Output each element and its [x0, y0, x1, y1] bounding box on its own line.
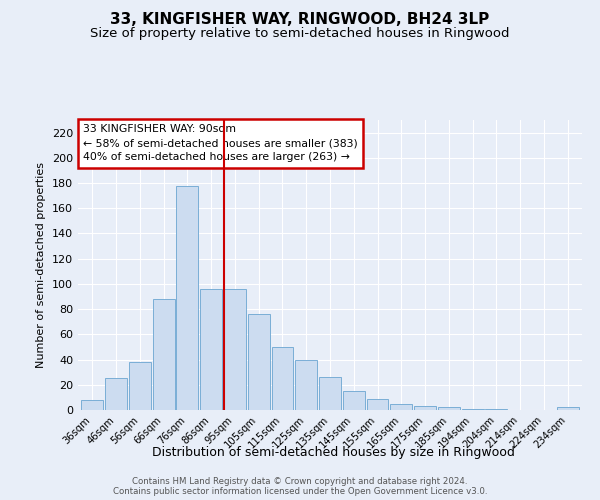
Bar	[105, 378, 127, 410]
Text: Contains public sector information licensed under the Open Government Licence v3: Contains public sector information licen…	[113, 486, 487, 496]
Bar	[343, 391, 365, 410]
Bar	[82, 400, 103, 410]
Text: 33, KINGFISHER WAY, RINGWOOD, BH24 3LP: 33, KINGFISHER WAY, RINGWOOD, BH24 3LP	[110, 12, 490, 28]
Text: Contains HM Land Registry data © Crown copyright and database right 2024.: Contains HM Land Registry data © Crown c…	[132, 476, 468, 486]
Bar	[391, 404, 412, 410]
Bar	[248, 314, 269, 410]
Bar	[224, 289, 246, 410]
Bar	[152, 299, 175, 410]
Bar	[176, 186, 198, 410]
Bar	[367, 398, 388, 410]
Text: Size of property relative to semi-detached houses in Ringwood: Size of property relative to semi-detach…	[90, 28, 510, 40]
Bar	[295, 360, 317, 410]
Text: Distribution of semi-detached houses by size in Ringwood: Distribution of semi-detached houses by …	[152, 446, 514, 459]
Bar	[200, 289, 222, 410]
Bar	[272, 347, 293, 410]
Text: 33 KINGFISHER WAY: 90sqm
← 58% of semi-detached houses are smaller (383)
40% of : 33 KINGFISHER WAY: 90sqm ← 58% of semi-d…	[83, 124, 358, 162]
Bar	[557, 408, 578, 410]
Y-axis label: Number of semi-detached properties: Number of semi-detached properties	[37, 162, 46, 368]
Bar	[485, 408, 508, 410]
Bar	[319, 377, 341, 410]
Bar	[414, 406, 436, 410]
Bar	[129, 362, 151, 410]
Bar	[438, 408, 460, 410]
Bar	[462, 408, 484, 410]
